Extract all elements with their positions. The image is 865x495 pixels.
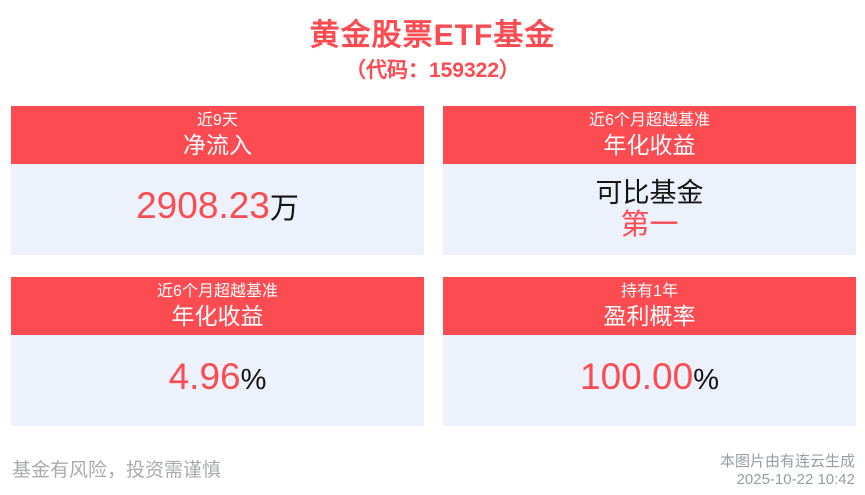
metric-row-top: 近9天 净流入 2908.23万 近6个月超越基准 年化收益 可比基金 第一 bbox=[11, 106, 856, 255]
value-unit: % bbox=[240, 363, 267, 396]
card-annualized-rank: 近6个月超越基准 年化收益 可比基金 第一 bbox=[443, 106, 856, 255]
value-number: 100.00 bbox=[580, 355, 694, 397]
card-annualized-return-body: 4.96% bbox=[11, 335, 424, 426]
card-net-inflow: 近9天 净流入 2908.23万 bbox=[11, 106, 424, 255]
value-unit: 万 bbox=[269, 192, 299, 225]
card-period-label: 持有1年 bbox=[621, 283, 678, 300]
value-number: 4.96 bbox=[168, 355, 241, 397]
risk-disclaimer: 基金有风险，投资需谨慎 bbox=[12, 460, 222, 481]
source-text: 本图片由有连云生成 bbox=[719, 453, 855, 470]
card-period-label: 近9天 bbox=[197, 112, 238, 129]
card-metric-label: 年化收益 bbox=[171, 303, 264, 329]
value-line: 4.96% bbox=[169, 356, 267, 406]
card-profit-probability: 持有1年 盈利概率 100.00% bbox=[443, 277, 856, 426]
card-metric-label: 盈利概率 bbox=[603, 303, 696, 329]
value-line: 100.00% bbox=[580, 356, 719, 406]
value-peer-label: 可比基金 bbox=[595, 178, 704, 208]
value-rank: 第一 bbox=[620, 209, 679, 241]
card-metric-label: 净流入 bbox=[183, 132, 252, 158]
source-attribution: 本图片由有连云生成 2025-10-22 10:42 bbox=[720, 453, 855, 489]
card-annualized-rank-header: 近6个月超越基准 年化收益 bbox=[443, 106, 856, 164]
card-annualized-rank-body: 可比基金 第一 bbox=[443, 164, 856, 255]
card-profit-probability-body: 100.00% bbox=[443, 335, 856, 426]
fund-code: （代码：159322） bbox=[344, 59, 521, 82]
card-metric-label: 年化收益 bbox=[603, 132, 696, 158]
card-annualized-return: 近6个月超越基准 年化收益 4.96% bbox=[11, 277, 424, 426]
value-unit: % bbox=[693, 363, 719, 396]
page-title: 黄金股票ETF基金 bbox=[309, 19, 556, 52]
metric-row-bottom: 近6个月超越基准 年化收益 4.96% 持有1年 盈利概率 100.00% bbox=[11, 277, 856, 426]
card-annualized-return-header: 近6个月超越基准 年化收益 bbox=[11, 277, 424, 335]
card-profit-probability-header: 持有1年 盈利概率 bbox=[443, 277, 856, 335]
card-period-label: 近6个月超越基准 bbox=[157, 283, 278, 300]
generated-timestamp: 2025-10-22 10:42 bbox=[736, 471, 855, 488]
metric-grid: 近9天 净流入 2908.23万 近6个月超越基准 年化收益 可比基金 第一 bbox=[0, 106, 865, 426]
card-net-inflow-header: 近9天 净流入 bbox=[11, 106, 424, 164]
value-number: 2908.23 bbox=[136, 184, 270, 226]
card-net-inflow-body: 2908.23万 bbox=[11, 164, 424, 255]
card-period-label: 近6个月超越基准 bbox=[589, 112, 710, 129]
value-line: 2908.23万 bbox=[136, 185, 299, 235]
fund-infographic: 黄金股票ETF基金 （代码：159322） 近9天 净流入 2908.23万 近… bbox=[0, 19, 865, 495]
